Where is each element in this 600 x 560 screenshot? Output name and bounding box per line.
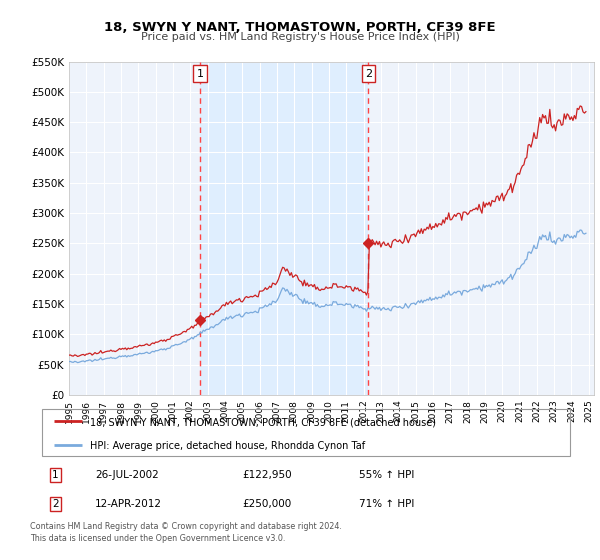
Text: 12-APR-2012: 12-APR-2012	[95, 499, 162, 509]
Text: £122,950: £122,950	[242, 470, 292, 480]
Text: 2: 2	[52, 499, 59, 509]
Bar	[200, 62, 368, 395]
Text: 26-JUL-2002: 26-JUL-2002	[95, 470, 158, 480]
Text: Contains HM Land Registry data © Crown copyright and database right 2024.
This d: Contains HM Land Registry data © Crown c…	[30, 522, 342, 543]
Text: 71% ↑ HPI: 71% ↑ HPI	[359, 499, 414, 509]
Text: 1: 1	[52, 470, 59, 480]
Text: 55% ↑ HPI: 55% ↑ HPI	[359, 470, 414, 480]
Text: HPI: Average price, detached house, Rhondda Cynon Taf: HPI: Average price, detached house, Rhon…	[89, 441, 365, 451]
Text: Price paid vs. HM Land Registry's House Price Index (HPI): Price paid vs. HM Land Registry's House …	[140, 32, 460, 42]
Text: 18, SWYN Y NANT, THOMASTOWN, PORTH, CF39 8FE (detached house): 18, SWYN Y NANT, THOMASTOWN, PORTH, CF39…	[89, 417, 436, 427]
Text: £250,000: £250,000	[242, 499, 292, 509]
Text: 2: 2	[365, 69, 372, 79]
Text: 1: 1	[197, 69, 203, 79]
Text: 18, SWYN Y NANT, THOMASTOWN, PORTH, CF39 8FE: 18, SWYN Y NANT, THOMASTOWN, PORTH, CF39…	[104, 21, 496, 34]
